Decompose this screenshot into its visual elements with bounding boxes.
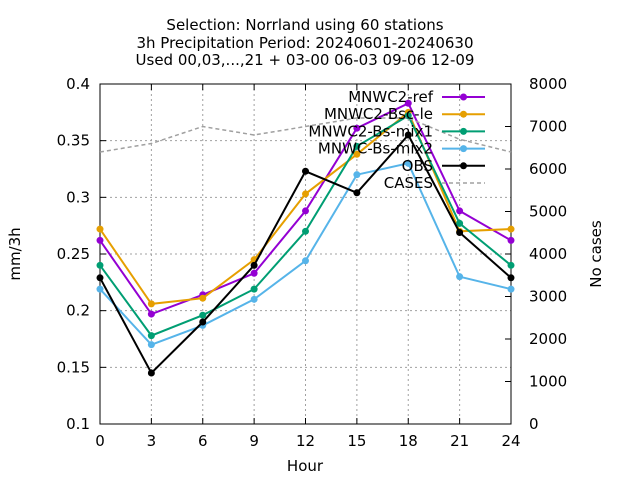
y2-tick-label: 2000 <box>529 330 567 348</box>
chart-title-line-1: Selection: Norrland using 60 stations <box>166 16 443 34</box>
legend-label: OBS <box>402 157 433 175</box>
data-point <box>147 300 155 308</box>
data-point <box>96 236 104 244</box>
data-point <box>302 207 309 215</box>
chart-title-line-2: 3h Precipitation Period: 20240601-202406… <box>136 34 473 52</box>
data-point <box>250 295 258 303</box>
legend-label: MNWC2-Bsc-le <box>324 105 433 123</box>
data-point <box>302 190 309 198</box>
x-tick-label: 21 <box>450 432 469 450</box>
data-point <box>250 261 258 269</box>
legend-marker <box>460 110 467 118</box>
data-point <box>199 311 207 319</box>
data-point <box>302 227 309 235</box>
data-point <box>199 294 207 302</box>
legend: MNWC2-refMNWC2-Bsc-leMNWC2-Bs-mix1MNWC-B… <box>308 88 485 192</box>
data-point <box>250 269 258 277</box>
data-point <box>353 124 361 132</box>
legend-label: MNWC2-ref <box>348 88 433 106</box>
data-point <box>250 285 258 293</box>
data-point <box>353 150 361 158</box>
plot-area <box>96 99 515 377</box>
data-point <box>456 228 464 236</box>
legend-label: CASES <box>384 174 433 192</box>
y2-tick-label: 8000 <box>529 75 567 93</box>
x-tick-label: 9 <box>249 432 259 450</box>
legend-marker <box>460 145 467 153</box>
y-tick-label: 0.3 <box>66 188 90 206</box>
x-tick-label: 24 <box>501 432 520 450</box>
legend-marker <box>460 93 467 101</box>
data-point <box>404 99 412 107</box>
data-point <box>96 225 104 233</box>
y-tick-label: 0.15 <box>57 358 90 376</box>
y-tick-label: 0.1 <box>66 415 90 433</box>
axes: 0 3 6 9 12 15 18 21 24 0.1 0.15 0.2 0.25 0.3 0.35 0.4 0 1… <box>57 75 568 450</box>
data-point <box>456 207 464 215</box>
data-point <box>147 310 155 318</box>
y2-tick-label: 7000 <box>529 118 567 136</box>
x-tick-label: 18 <box>399 432 418 450</box>
y2-axis-label: No cases <box>587 220 605 288</box>
y2-tick-label: 4000 <box>529 245 567 263</box>
x-tick-label: 3 <box>147 432 157 450</box>
y2-tick-label: 5000 <box>529 203 567 221</box>
y2-tick-label: 0 <box>529 415 539 433</box>
x-tick-label: 15 <box>347 432 366 450</box>
legend-label: MNWC-Bs-mix2 <box>318 140 433 158</box>
legend-marker <box>460 127 467 135</box>
data-point <box>456 219 464 227</box>
data-point <box>507 274 515 282</box>
data-point <box>353 142 361 150</box>
data-point <box>96 261 104 269</box>
y2-tick-label: 6000 <box>529 160 567 178</box>
x-tick-label: 6 <box>198 432 208 450</box>
data-point <box>147 369 155 377</box>
data-point <box>302 257 309 265</box>
data-point <box>507 285 515 293</box>
y-tick-label: 0.35 <box>57 132 90 150</box>
x-axis-label: Hour <box>287 457 324 475</box>
y-tick-label: 0.2 <box>66 302 90 320</box>
data-point <box>404 112 412 120</box>
x-tick-label: 12 <box>296 432 315 450</box>
data-point <box>404 131 412 139</box>
y2-tick-label: 1000 <box>529 373 567 391</box>
data-point <box>507 261 515 269</box>
data-point <box>353 189 361 197</box>
data-point <box>302 167 309 175</box>
data-point <box>456 273 464 281</box>
data-point <box>96 274 104 282</box>
y2-tick-label: 3000 <box>529 288 567 306</box>
data-point <box>507 236 515 244</box>
data-point <box>507 225 515 233</box>
x-tick-label: 0 <box>95 432 105 450</box>
chart-title: Selection: Norrland using 60 stations 3h… <box>136 16 475 69</box>
data-point <box>147 332 155 340</box>
y-tick-label: 0.4 <box>66 75 90 93</box>
legend-label: MNWC2-Bs-mix1 <box>308 122 433 140</box>
legend-marker <box>460 162 467 170</box>
y-axis-label: mm/3h <box>6 227 24 280</box>
plot-frame <box>99 83 512 425</box>
data-point <box>96 285 104 293</box>
chart-title-line-3: Used 00,03,...,21 + 03-00 06-03 09-06 12… <box>136 51 475 69</box>
data-point <box>147 341 155 349</box>
data-point <box>404 159 412 167</box>
data-point <box>353 171 361 179</box>
data-point <box>199 318 207 326</box>
y-tick-label: 0.25 <box>57 245 90 263</box>
